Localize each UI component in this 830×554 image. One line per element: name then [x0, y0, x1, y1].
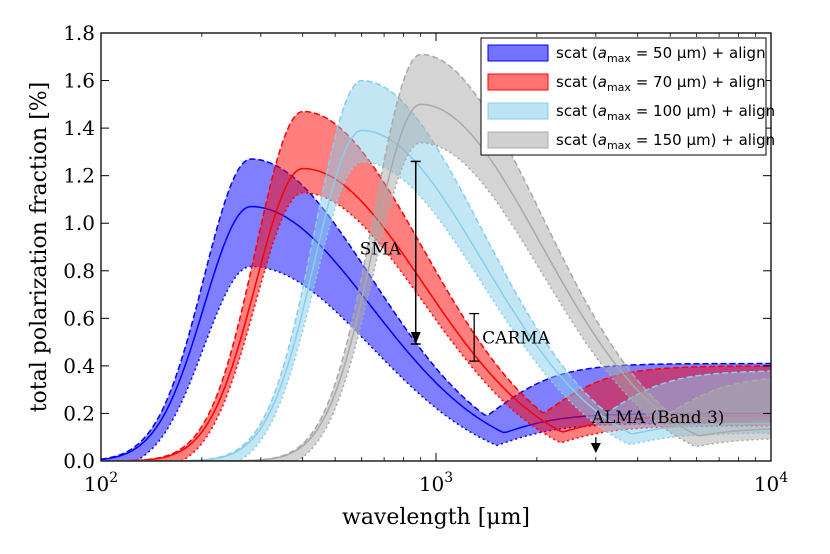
y-tick-label: 0.4: [63, 354, 95, 378]
series-4-band: [101, 54, 771, 461]
legend-label-1: scat (amax = 50 μm) + align: [556, 44, 766, 65]
x-tick-label: 104: [754, 470, 788, 496]
y-tick-label: 1.2: [63, 164, 95, 188]
y-tick-label: 0.2: [63, 401, 95, 425]
series-1-upper-line: [101, 158, 771, 460]
series-3-mid-line: [101, 129, 771, 461]
annotation-carma-label: CARMA: [482, 328, 550, 348]
series-2-band: [101, 111, 771, 461]
legend-label-2: scat (amax = 70 μm) + align: [556, 73, 766, 94]
annotation-alma: ALMA (Band 3): [590, 408, 725, 453]
annotation-layer: SMA CARMA ALMA (Band 3): [360, 160, 725, 453]
legend: scat (amax = 50 μm) + align scat (amax = …: [480, 37, 775, 156]
series-4-lower-line: [101, 142, 771, 461]
series-2-lower-line: [101, 192, 771, 461]
series-4-mid-line: [101, 103, 771, 461]
x-tick-label: 103: [419, 470, 453, 496]
x-tick-label: 102: [84, 470, 118, 496]
y-tick-label: 1.4: [63, 116, 95, 140]
legend-label-3: scat (amax = 100 μm) + align: [556, 102, 775, 123]
y-tick-label: 1.8: [63, 21, 95, 45]
legend-swatch-2: [487, 73, 549, 91]
annotation-alma-label: ALMA (Band 3): [591, 408, 725, 428]
annotation-carma: CARMA: [469, 312, 551, 362]
tick-layer: 0.0 0.2 0.4 0.6 0.8 1.0 1.2 1.4 1.6 1.8 102 103 104: [63, 21, 788, 496]
y-tick-label: 1.6: [63, 69, 95, 93]
series-4-upper-line: [101, 53, 771, 461]
annotation-sma-label: SMA: [360, 240, 402, 260]
annotation-sma: SMA: [360, 160, 421, 345]
legend-swatch-3: [487, 102, 549, 120]
series-2-upper-line: [101, 110, 771, 461]
series-layer: [101, 53, 771, 461]
y-tick-label: 0.6: [63, 306, 95, 330]
legend-swatch-4: [487, 131, 549, 149]
legend-swatch-1: [487, 44, 549, 62]
series-4: [101, 53, 771, 461]
y-axis-label: total polarization fraction [%]: [27, 82, 52, 413]
legend-label-4: scat (amax = 150 μm) + align: [556, 131, 775, 152]
x-axis-label: wavelength [μm]: [342, 505, 530, 530]
y-tick-label: 0.0: [63, 449, 95, 473]
series-3-lower-line: [101, 161, 771, 461]
y-tick-label: 1.0: [63, 211, 95, 235]
y-tick-label: 0.8: [63, 259, 95, 283]
